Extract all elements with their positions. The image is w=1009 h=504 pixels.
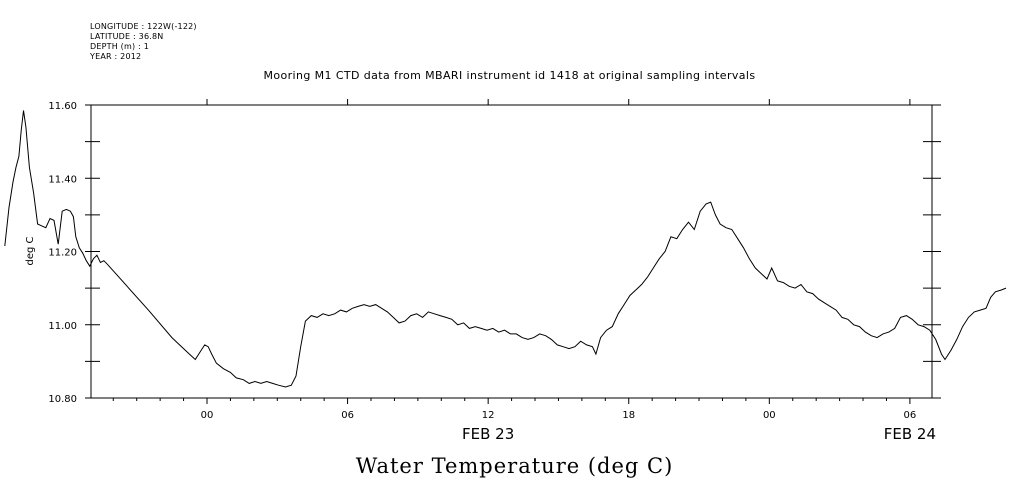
x-tick-label: 00 xyxy=(763,410,776,421)
plot-frame xyxy=(90,104,933,399)
x-axis: 00 06 12 18 00 06 FEB 23 FEB 24 xyxy=(112,99,936,443)
y-tick-label: 11.00 xyxy=(48,321,77,332)
x-axis-title: Water Temperature (deg C) xyxy=(355,454,674,478)
y-tick-label: 11.40 xyxy=(48,174,77,185)
x-tick-label: 12 xyxy=(482,410,495,421)
longitude-label: LONGITUDE : 122W(-122) xyxy=(90,22,197,31)
date-label: FEB 24 xyxy=(884,425,936,443)
depth-label: DEPTH (m) : 1 xyxy=(90,42,149,51)
latitude-label: LATITUDE : 36.8N xyxy=(90,32,164,41)
y-tick-label: 11.60 xyxy=(48,101,77,112)
x-tick-label: 06 xyxy=(904,410,917,421)
y-axis-label: deg C xyxy=(25,236,36,265)
metadata-block: LONGITUDE : 122W(-122) LATITUDE : 36.8N … xyxy=(90,22,197,62)
y-axis: 10.80 11.00 11.20 11.40 11.60 xyxy=(48,101,941,405)
y-tick-label: 10.80 xyxy=(48,394,77,405)
temperature-line xyxy=(4,110,1007,388)
x-tick-label: 18 xyxy=(622,410,635,421)
chart-title: Mooring M1 CTD data from MBARI instrumen… xyxy=(263,69,756,82)
x-tick-label: 06 xyxy=(341,410,354,421)
y-tick-label: 11.20 xyxy=(48,248,77,259)
date-label: FEB 23 xyxy=(462,425,514,443)
x-tick-label: 00 xyxy=(201,410,214,421)
year-label: YEAR : 2012 xyxy=(90,52,142,61)
